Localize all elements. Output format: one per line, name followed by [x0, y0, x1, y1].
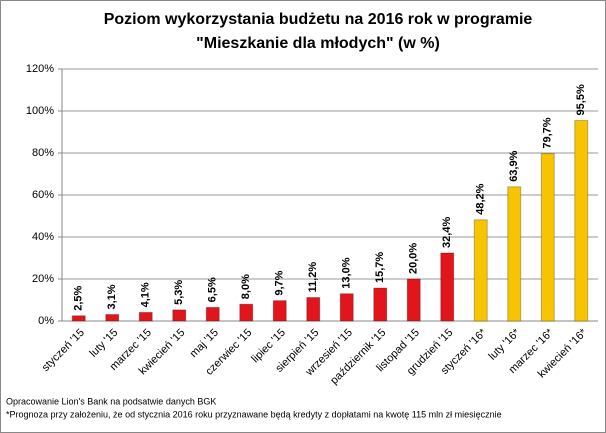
value-label: 15,7%: [374, 252, 386, 283]
y-tick-label: 40%: [32, 231, 54, 243]
bar: [406, 278, 421, 322]
y-tick-label: 0%: [38, 315, 54, 327]
y-tick-label: 60%: [32, 189, 54, 201]
value-label: 9,7%: [274, 270, 286, 295]
source-note: Opracowanie Lion's Bank na podsatwie dan…: [6, 396, 216, 406]
bar: [473, 219, 488, 322]
chart-title: "Mieszkanie dla młodych" (w %): [196, 35, 440, 52]
bar: [373, 287, 388, 322]
bar: [138, 311, 153, 322]
bar: [105, 313, 120, 322]
value-label: 4,1%: [140, 282, 152, 307]
y-tick-label: 100%: [26, 105, 54, 117]
bar: [172, 309, 187, 322]
value-label: 6,5%: [207, 277, 219, 302]
footnote: *Prognoza przy założeniu, że od stycznia…: [6, 409, 502, 419]
bar: [507, 186, 522, 322]
bar: [440, 252, 455, 322]
bar: [306, 296, 321, 322]
value-label: 79,7%: [542, 117, 554, 148]
bar: [574, 119, 589, 322]
bar: [540, 153, 555, 322]
value-label: 3,1%: [106, 284, 118, 309]
value-label: 95,5%: [575, 84, 587, 115]
y-tick-label: 20%: [32, 273, 54, 285]
bar: [205, 306, 220, 322]
bar: [272, 300, 287, 322]
value-label: 5,3%: [173, 280, 185, 305]
chart-title: Poziom wykorzystania budżetu na 2016 rok…: [104, 11, 533, 28]
bar: [239, 303, 254, 322]
value-label: 11,2%: [307, 262, 319, 293]
bar: [339, 293, 354, 322]
value-label: 48,2%: [475, 183, 487, 214]
value-label: 8,0%: [240, 274, 252, 299]
y-tick-label: 120%: [26, 63, 54, 75]
y-tick-label: 80%: [32, 147, 54, 159]
value-label: 63,9%: [508, 150, 520, 181]
value-label: 2,5%: [73, 285, 85, 310]
value-label: 32,4%: [441, 217, 453, 248]
value-label: 20,0%: [408, 243, 420, 274]
value-label: 13,0%: [341, 257, 353, 288]
bar: [71, 315, 86, 322]
